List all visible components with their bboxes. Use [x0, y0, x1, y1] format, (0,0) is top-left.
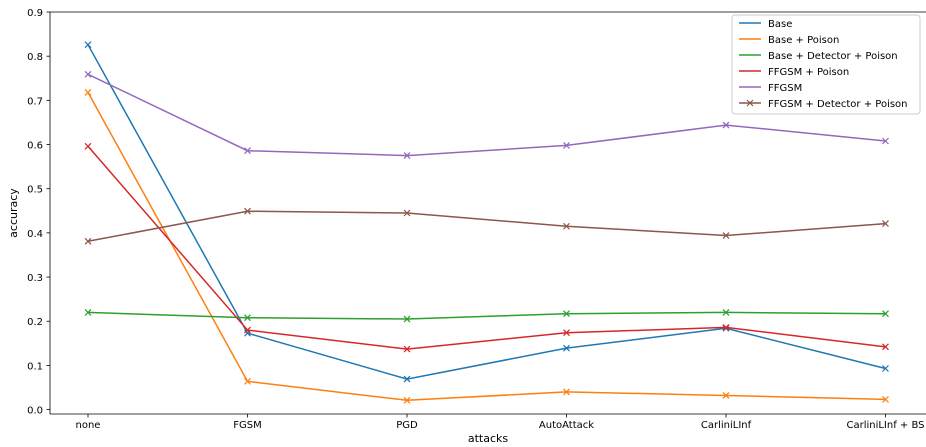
series-1 — [84, 88, 889, 404]
y-tick-label: 0.0 — [27, 406, 43, 417]
y-tick-label: 0.8 — [27, 52, 43, 63]
data-point — [882, 220, 889, 228]
x-tick-label: CarliniLInf + BS — [846, 420, 924, 431]
x-tick-label: AutoAttack — [539, 420, 594, 431]
data-point — [244, 147, 251, 155]
data-point — [403, 152, 411, 159]
y-tick-label: 0.9 — [27, 8, 43, 19]
y-tick-label: 0.2 — [27, 317, 43, 328]
data-point — [244, 207, 251, 215]
legend-label: Base + Detector + Poison — [768, 51, 898, 62]
x-tick-label: FGSM — [233, 420, 261, 431]
legend-label: FFGSM + Detector + Poison — [768, 99, 908, 110]
series-2 — [84, 308, 889, 323]
data-point — [84, 308, 92, 316]
legend-entry: Base — [739, 19, 792, 30]
data-point — [563, 388, 570, 396]
legend-entry: Base + Detector + Poison — [739, 51, 898, 62]
data-point — [563, 222, 570, 230]
data-point — [244, 377, 251, 385]
legend-frame — [731, 14, 921, 115]
series-5 — [84, 207, 889, 245]
legend-entry: FFGSM + Detector + Poison — [739, 99, 908, 110]
series-line — [87, 92, 886, 402]
y-tick-label: 0.1 — [27, 361, 43, 372]
y-axis-label: accuracy — [7, 188, 20, 238]
legend-label: FFGSM + Poison — [768, 67, 849, 78]
legend-label: Base + Poison — [768, 35, 839, 46]
x-axis-label: attacks — [468, 432, 509, 445]
data-point — [403, 209, 411, 217]
legend-entry: FFGSM + Poison — [739, 67, 849, 78]
y-tick-label: 0.6 — [27, 141, 43, 152]
data-point — [882, 137, 889, 145]
data-point — [403, 375, 411, 383]
y-tick-label: 0.7 — [27, 96, 43, 107]
data-point — [882, 395, 889, 403]
data-point — [722, 121, 730, 129]
data-point — [403, 345, 411, 353]
data-point — [722, 392, 730, 399]
series-line — [87, 44, 886, 380]
data-point — [84, 41, 92, 49]
data-point — [563, 344, 570, 352]
data-point — [722, 308, 730, 316]
y-tick-label: 0.5 — [27, 185, 43, 196]
data-point — [563, 310, 570, 318]
data-point — [84, 237, 92, 245]
data-point — [722, 232, 730, 239]
data-point — [84, 70, 92, 78]
series-line — [87, 311, 886, 320]
data-point — [882, 365, 889, 372]
legend-label: Base — [768, 19, 792, 30]
data-point — [403, 396, 411, 404]
y-tick-label: 0.3 — [27, 273, 43, 284]
x-tick-label: CarliniLInf — [701, 420, 752, 431]
x-tick-label: PGD — [396, 420, 418, 431]
data-point — [244, 314, 251, 322]
data-point — [563, 329, 570, 337]
series-layer — [84, 41, 889, 404]
series-line — [87, 210, 886, 243]
legend: Base Base + Poison Base + Detector + Poiso… — [731, 14, 921, 115]
data-point — [403, 315, 411, 323]
data-point — [84, 142, 92, 150]
data-point — [882, 310, 889, 318]
series-3 — [84, 142, 889, 353]
legend-label: FFGSM — [768, 83, 802, 94]
series-4 — [84, 70, 889, 159]
data-point — [244, 329, 251, 337]
axes — [49, 11, 926, 415]
series-0 — [84, 41, 889, 383]
y-tick-label: 0.4 — [27, 229, 43, 240]
series-line — [87, 145, 886, 350]
y-ticks: 0.0 0.1 0.2 0.3 0.4 0.5 0.6 0.7 0.8 0.9 — [27, 8, 50, 417]
legend-entry: Base + Poison — [739, 35, 839, 46]
data-point — [722, 323, 730, 331]
x-tick-label: none — [76, 420, 101, 431]
x-ticks: none FGSM PGD AutoAttack CarliniLInf CarliniL… — [76, 414, 925, 431]
data-point — [244, 326, 251, 334]
data-point — [882, 343, 889, 351]
data-point — [84, 88, 92, 96]
legend-entry: FFGSM — [739, 83, 802, 94]
data-point — [722, 324, 730, 332]
data-point — [563, 141, 570, 149]
series-line — [87, 73, 886, 157]
